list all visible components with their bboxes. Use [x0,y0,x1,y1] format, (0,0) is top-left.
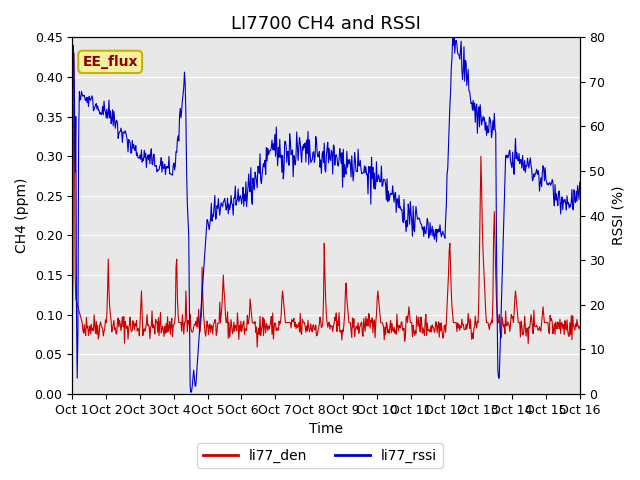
X-axis label: Time: Time [309,422,343,436]
Title: LI7700 CH4 and RSSI: LI7700 CH4 and RSSI [231,15,421,33]
Legend: li77_den, li77_rssi: li77_den, li77_rssi [198,443,442,468]
Y-axis label: RSSI (%): RSSI (%) [611,186,625,245]
Text: EE_flux: EE_flux [83,55,138,69]
Y-axis label: CH4 (ppm): CH4 (ppm) [15,178,29,253]
